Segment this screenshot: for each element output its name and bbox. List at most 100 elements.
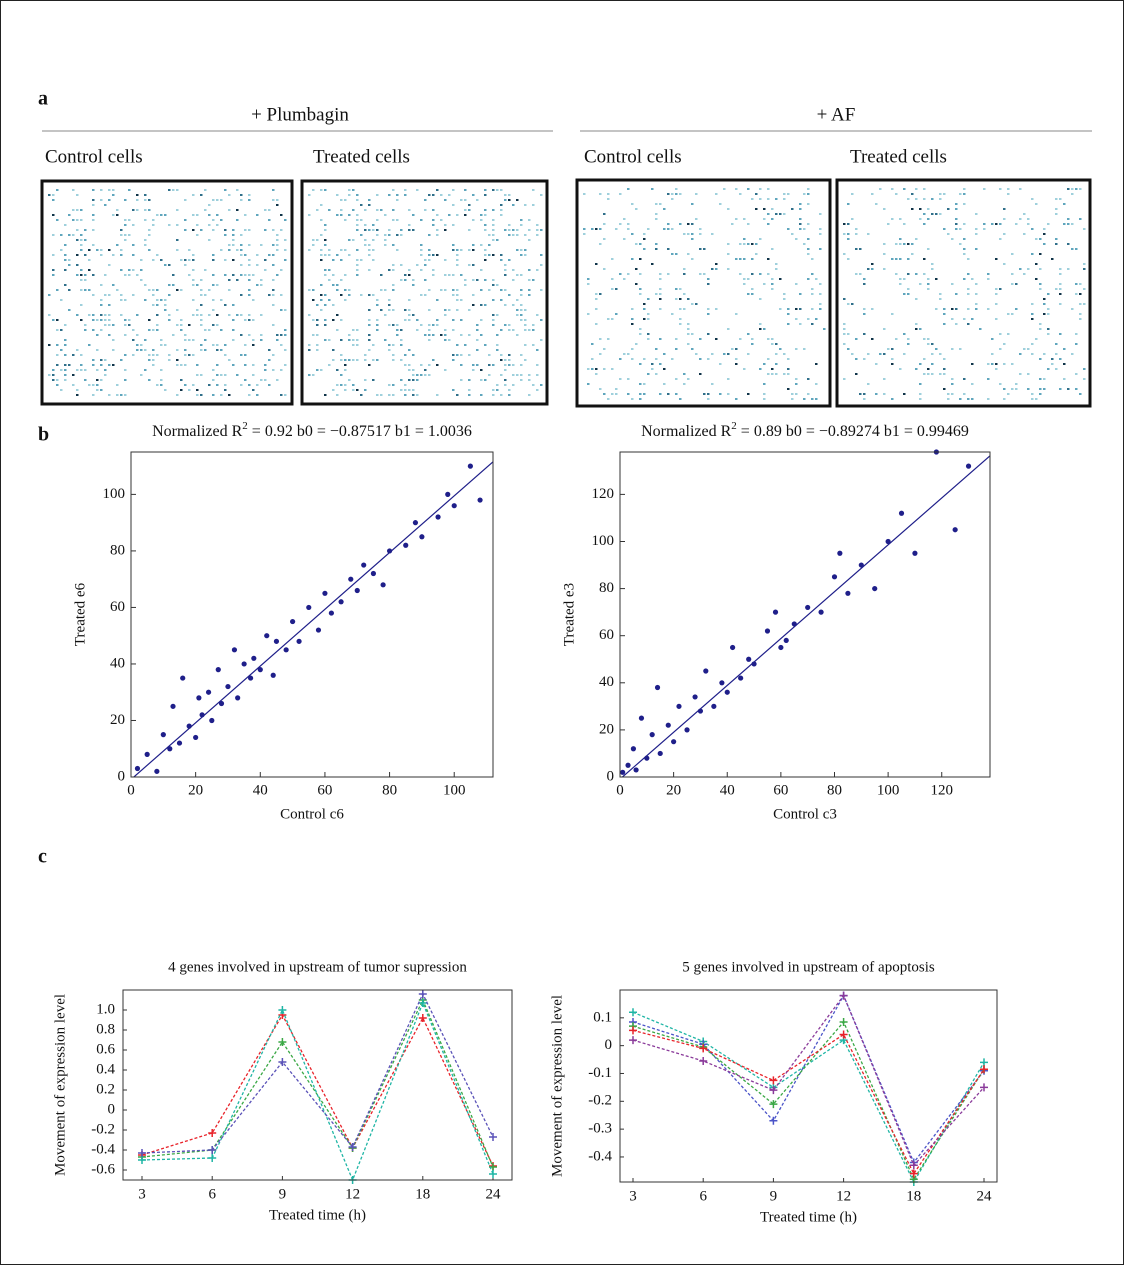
marker xyxy=(699,1056,708,1065)
y-tick-label: 60 xyxy=(110,599,125,615)
marker xyxy=(839,1018,848,1026)
point xyxy=(751,661,757,667)
marker xyxy=(418,999,427,1007)
image-caption: Treated cells xyxy=(313,146,410,167)
x-tick-label: 0 xyxy=(127,782,135,798)
marker xyxy=(348,1143,357,1151)
series-line xyxy=(632,1020,985,1181)
point xyxy=(348,576,354,582)
x-axis-label: Treated time (h) xyxy=(760,1209,857,1225)
y-tick-label: 0.2 xyxy=(96,1081,115,1097)
x-tick-label: 100 xyxy=(877,782,900,798)
point xyxy=(290,618,296,625)
x-tick-label: 60 xyxy=(317,782,332,798)
series-line xyxy=(632,994,985,1167)
y-tick-label: -0.6 xyxy=(91,1161,115,1177)
point xyxy=(209,717,215,724)
y-axis-label: Movement of expression level xyxy=(52,994,68,1176)
point xyxy=(477,497,483,503)
point xyxy=(644,755,650,761)
point xyxy=(176,740,183,746)
marker xyxy=(208,1129,217,1137)
x-tick-label: 80 xyxy=(827,782,842,798)
marker xyxy=(980,1083,988,1092)
y-tick-label: 80 xyxy=(110,542,125,558)
point xyxy=(264,633,270,639)
array-image xyxy=(300,179,549,406)
spot-array xyxy=(583,188,826,400)
marker xyxy=(208,1154,217,1162)
point xyxy=(692,694,698,700)
point xyxy=(831,574,838,580)
y-tick-label: 80 xyxy=(599,580,614,596)
marker xyxy=(769,1116,778,1125)
y-tick-label: 0.4 xyxy=(96,1061,115,1077)
point xyxy=(328,610,334,616)
y-tick-label: -0.1 xyxy=(588,1065,612,1081)
y-tick-label: 1.0 xyxy=(96,1001,115,1017)
point xyxy=(370,570,377,577)
x-tick-label: 3 xyxy=(629,1188,637,1204)
y-tick-label: 0 xyxy=(605,1037,613,1053)
title-part: 2 xyxy=(731,420,737,432)
plot-title: Normalized R2 = 0.92 b0 = −0.87517 b1 = … xyxy=(152,420,472,440)
spot-array xyxy=(308,189,511,396)
point xyxy=(270,672,276,678)
series-line xyxy=(141,1001,494,1182)
group-title: + AF xyxy=(817,104,856,125)
y-tick-label: -0.3 xyxy=(588,1121,612,1137)
point xyxy=(225,683,231,690)
x-tick-label: 20 xyxy=(666,782,681,798)
title-part: Normalized R xyxy=(641,423,732,440)
x-tick-label: 24 xyxy=(977,1188,993,1204)
point xyxy=(724,689,730,695)
marker xyxy=(629,1008,637,1017)
point xyxy=(697,708,704,714)
y-tick-label: 0.1 xyxy=(593,1009,612,1025)
point xyxy=(703,668,709,674)
point xyxy=(671,739,677,745)
point xyxy=(306,604,312,611)
point xyxy=(154,768,160,774)
x-tick-label: 6 xyxy=(699,1188,707,1204)
y-axis-label: Treated e6 xyxy=(72,582,88,646)
point xyxy=(160,732,166,738)
marker xyxy=(489,1133,497,1141)
point xyxy=(676,703,682,709)
marker xyxy=(138,1156,146,1164)
point xyxy=(144,751,150,757)
point xyxy=(965,463,972,469)
y-axis-label: Treated e3 xyxy=(561,583,577,646)
point xyxy=(711,703,717,709)
point xyxy=(167,746,173,752)
point xyxy=(912,550,918,556)
plot-frame xyxy=(619,451,991,778)
point xyxy=(858,562,864,568)
point xyxy=(241,661,247,667)
point xyxy=(630,746,637,752)
point xyxy=(633,767,639,773)
y-tick-label: 0 xyxy=(607,768,615,784)
y-tick-label: 40 xyxy=(110,655,125,671)
x-tick-label: 120 xyxy=(930,782,953,798)
point xyxy=(218,700,225,707)
array-image xyxy=(835,178,1092,408)
plot-title: Normalized R2 = 0.89 b0 = −0.89274 b1 = … xyxy=(641,420,969,440)
point xyxy=(738,675,744,681)
y-tick-label: 20 xyxy=(110,712,125,728)
series-line xyxy=(632,1029,985,1175)
image-caption: Control cells xyxy=(584,146,682,167)
marker xyxy=(909,1169,918,1178)
point xyxy=(186,723,192,729)
point xyxy=(898,510,905,516)
x-tick-label: 9 xyxy=(279,1186,287,1202)
point xyxy=(235,695,241,701)
title-part: Normalized R xyxy=(152,423,243,440)
x-tick-label: 0 xyxy=(616,782,624,798)
image-caption: Treated cells xyxy=(850,146,947,167)
x-tick-label: 100 xyxy=(443,782,466,798)
y-tick-label: 100 xyxy=(103,486,126,502)
array-image xyxy=(575,178,832,408)
point xyxy=(649,732,655,738)
